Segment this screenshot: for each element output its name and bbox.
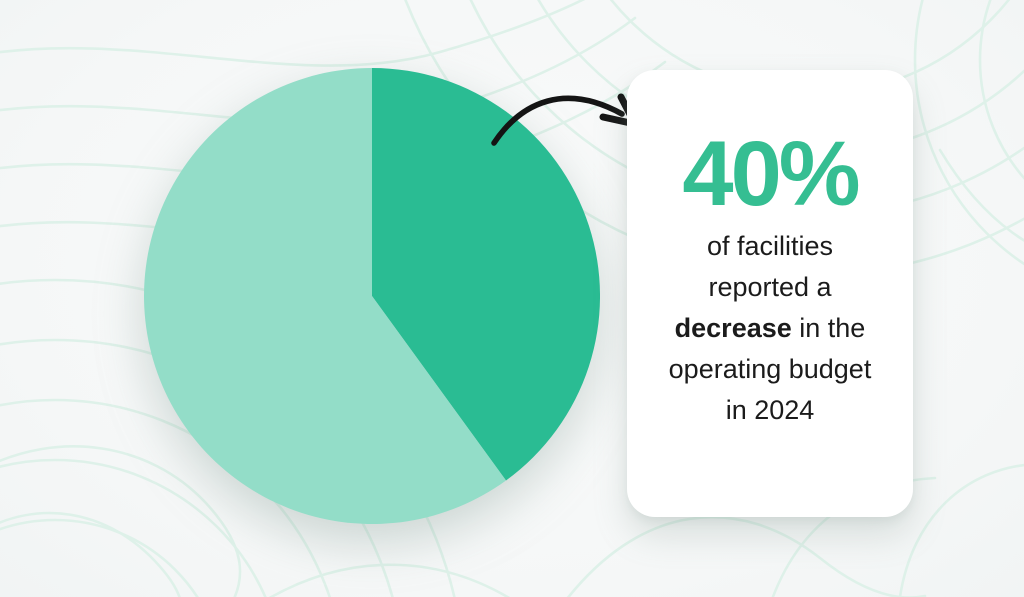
- stat-text-prefix: of facilities reported a: [706, 231, 834, 302]
- stat-description: of facilities reported a decrease in the…: [663, 226, 878, 431]
- stat-text-bold: decrease: [674, 313, 792, 343]
- pie-chart: [144, 68, 600, 524]
- stat-value: 40%: [682, 123, 860, 225]
- pie-slice-0: [372, 68, 600, 481]
- pie-slice-1: [144, 68, 507, 524]
- stat-text-suffix: in the operating budget in 2024: [668, 313, 872, 425]
- stat-card: 40% of facilities reported a decrease in…: [627, 70, 913, 517]
